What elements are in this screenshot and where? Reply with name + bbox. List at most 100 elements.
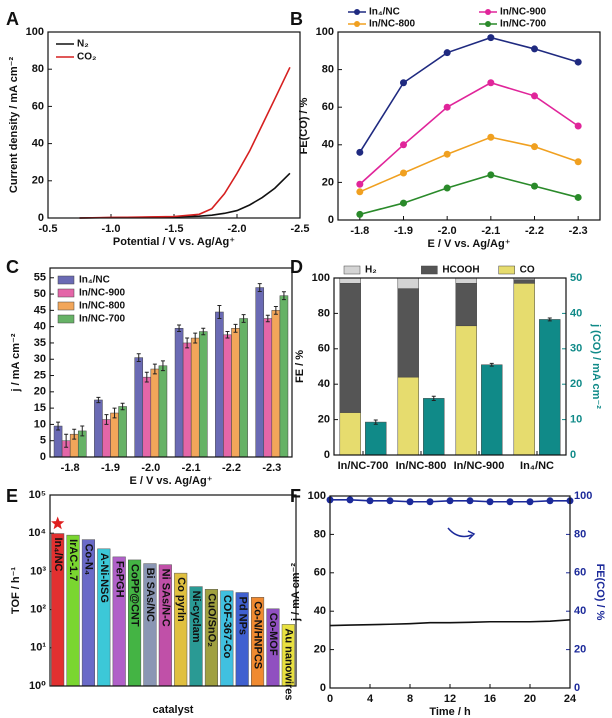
y-tick-label: 60 <box>322 101 334 113</box>
data-point <box>443 184 451 192</box>
category-label: COF-367-Co <box>221 595 233 659</box>
y2-axis-title: FE(CO) / % <box>594 564 606 621</box>
data-line <box>359 136 579 193</box>
x-axis-title: E / V vs. Ag/Ag⁺ <box>129 475 212 487</box>
bar <box>397 288 419 378</box>
plot-frame <box>49 267 293 458</box>
y-axis-title: j / mA cm⁻² <box>10 333 22 392</box>
x-tick-label: -1.9 <box>394 225 413 237</box>
highlight-star <box>51 516 65 530</box>
bar <box>455 325 477 456</box>
y-tick-label: 60 <box>314 567 326 579</box>
data-point <box>356 180 364 188</box>
error-bar <box>112 407 117 419</box>
y-tick-label: 10² <box>30 604 46 616</box>
bar <box>339 283 361 413</box>
x-tick-label: -2.3 <box>569 225 588 237</box>
y-tick-label: 35 <box>34 337 46 349</box>
plot-frame <box>337 31 601 221</box>
category-label: FePGH <box>113 561 125 598</box>
y-tick-label: 50 <box>34 288 46 300</box>
y-tick-label: 60 <box>32 100 44 112</box>
data-point <box>356 210 364 218</box>
bar <box>539 319 561 456</box>
y2-tick-label: 0 <box>574 682 580 694</box>
x-axis-title: Time / h <box>429 706 471 718</box>
x-axis-title: E / V vs. Ag/Ag⁺ <box>427 238 510 250</box>
data-point <box>531 92 538 100</box>
error-bar <box>201 327 206 336</box>
category-label: Pd NPs <box>236 597 248 636</box>
data-point <box>356 188 364 196</box>
error-bar <box>136 353 141 363</box>
bar <box>174 328 184 458</box>
x-tick-label: In/NC-900 <box>454 460 505 472</box>
y2-tick-label: 20 <box>570 378 582 390</box>
x-tick-label: -2.1 <box>481 225 500 237</box>
bar <box>190 337 200 458</box>
x-tick-label: 20 <box>524 693 536 705</box>
data-point <box>487 171 495 179</box>
category-label: IrAC-1.7 <box>67 539 79 581</box>
legend-swatch <box>57 314 75 324</box>
y-tick-label: 10⁴ <box>28 527 46 539</box>
y-axis-title: FE / % <box>294 350 306 383</box>
y-tick-label: 20 <box>314 644 326 656</box>
y-axis-title: FE(CO) / % <box>298 97 310 154</box>
panel-label: B <box>290 9 303 29</box>
plot-frame <box>47 31 301 219</box>
bar <box>513 283 535 456</box>
panel-label: E <box>6 486 18 506</box>
data-point <box>574 158 582 166</box>
y-tick-label: 100 <box>312 272 330 284</box>
legend-swatch <box>421 265 438 275</box>
x-tick-label: -1.8 <box>350 225 369 237</box>
y-tick-label: 0 <box>328 214 334 226</box>
error-bar <box>120 402 125 411</box>
x-tick-label: 0 <box>327 693 333 705</box>
x-tick-label: -1.0 <box>102 223 121 235</box>
error-bar <box>225 331 230 339</box>
legend-swatch <box>498 265 515 275</box>
error-bar <box>489 362 494 367</box>
category-label: Co-N/HNPCS <box>252 601 264 669</box>
y-tick-label: 10¹ <box>30 642 46 654</box>
y-tick-label: 20 <box>34 386 46 398</box>
y-tick-label: 100 <box>308 490 326 502</box>
legend-swatch <box>343 265 361 275</box>
x-tick-label: -1.5 <box>165 223 184 235</box>
y-tick-label: 40 <box>34 321 46 333</box>
data-point <box>487 34 495 42</box>
data-point <box>466 497 474 505</box>
y2-tick-label: 40 <box>574 605 586 617</box>
error-bar <box>265 314 270 323</box>
category-label: CoPP@CNT <box>129 564 141 627</box>
error-bar <box>257 283 262 292</box>
data-point <box>386 497 394 505</box>
legend-label: In₄/NC <box>369 7 400 18</box>
x-tick-label: -2.3 <box>262 462 281 474</box>
data-point <box>574 122 582 130</box>
error-bar <box>431 395 436 401</box>
y-tick-label: 80 <box>318 307 330 319</box>
bar <box>198 331 208 458</box>
legend-label: CO₂ <box>77 52 96 63</box>
error-bar <box>144 371 149 383</box>
data-point <box>486 498 494 506</box>
error-bar <box>281 291 286 301</box>
error-bar <box>152 363 157 375</box>
y-tick-label: 20 <box>318 414 330 426</box>
legend-swatch <box>57 288 75 298</box>
bar <box>182 342 192 458</box>
panel-label: F <box>290 486 301 506</box>
x-tick-label: -2.0 <box>228 223 247 235</box>
x-tick-label: In₄/NC <box>520 460 554 472</box>
y2-tick-label: 20 <box>574 644 586 656</box>
data-point <box>574 193 582 201</box>
data-line <box>329 619 571 627</box>
category-label: CuO/SnO₂ <box>206 593 218 647</box>
panel-label: C <box>6 257 19 277</box>
x-tick-label: -2.2 <box>525 225 544 237</box>
y-axis-title: j / mA cm⁻² <box>290 563 302 622</box>
